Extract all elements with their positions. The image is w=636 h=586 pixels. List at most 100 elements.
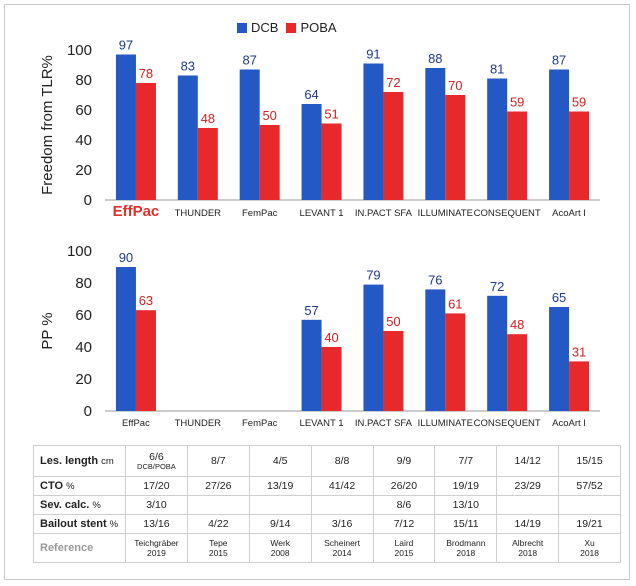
table-row-reference: Reference Teichgräber 2019 Tepe 2015 Werk 2008…	[33, 533, 621, 563]
table-cell: 57/52	[558, 476, 621, 496]
cell-value: 9/9	[396, 455, 412, 467]
bar-dcb	[115, 267, 136, 411]
table-cell: 26/20	[372, 476, 436, 496]
y-tick-label: 60	[75, 102, 92, 119]
y-axis-title: PP %	[39, 312, 56, 349]
y-tick-label: 80	[75, 275, 92, 292]
legend-swatch-poba	[286, 22, 297, 33]
cell-value: 8/8	[334, 455, 350, 467]
table-cell: 4/22	[186, 514, 250, 534]
legend-item-poba: POBA	[286, 20, 337, 35]
row-label-text: Les. length	[40, 455, 102, 467]
data-label-dcb: 87	[552, 53, 566, 68]
legend-swatch-dcb	[237, 22, 247, 33]
reference-cell: Laird 2015	[372, 533, 436, 563]
reference-year: 2018	[518, 548, 538, 558]
category-label: FemPac	[242, 208, 278, 219]
data-label-dcb: 65	[552, 290, 566, 305]
reference-author: Xu	[584, 538, 595, 548]
reference-cell: Brodmann 2018	[434, 533, 498, 563]
data-label-dcb: 97	[119, 38, 133, 53]
cell-value: 4/22	[208, 518, 229, 530]
reference-year: 2018	[580, 548, 600, 558]
bar-dcb	[425, 68, 446, 200]
table-cell	[248, 495, 312, 515]
table-cell: 8/8	[310, 445, 374, 477]
category-label: CONSEQUENT	[474, 208, 541, 219]
y-tick-label: 100	[67, 243, 92, 260]
bar-poba	[569, 111, 590, 200]
cell-value: 4/5	[272, 455, 288, 467]
data-label-poba: 31	[572, 344, 586, 359]
table-cell: 3/16	[310, 514, 374, 534]
bar-dcb	[425, 289, 446, 411]
reference-author: Laird	[394, 538, 414, 548]
bar-dcb	[239, 69, 260, 200]
category-label: ILLUMINATE	[418, 208, 473, 219]
cell-value: 19/19	[452, 480, 479, 492]
legend: DCB POBA	[237, 20, 337, 35]
cell-value: 13/19	[267, 480, 294, 492]
row-label: Les. length cm	[33, 445, 126, 477]
table-cell: 27/26	[186, 476, 250, 496]
y-tick-label: 0	[84, 403, 92, 420]
row-label: Reference	[33, 533, 126, 563]
reference-author: Werk	[270, 538, 291, 548]
reference-cell: Xu 2018	[558, 533, 621, 563]
y-tick-label: 40	[75, 132, 92, 149]
cell-value: 19/21	[576, 518, 603, 530]
table-cell	[310, 495, 374, 515]
row-label-unit: %	[66, 481, 75, 492]
row-label-unit: %	[109, 519, 119, 530]
category-label: CONSEQUENT	[474, 418, 541, 429]
y-tick-label: 60	[75, 307, 92, 324]
bar-dcb	[363, 284, 384, 411]
reference-cell: Teichgräber 2019	[125, 533, 188, 563]
row-label-unit: %	[92, 500, 101, 511]
cell-value: 57/52	[576, 480, 603, 492]
bar-poba	[445, 313, 466, 411]
category-label: IN.PACT SFA	[355, 418, 413, 429]
table-cell: 13/10	[434, 495, 498, 515]
table-cell: 15/15	[558, 445, 621, 477]
table-cell: 3/10	[125, 495, 188, 515]
bar-dcb	[115, 54, 136, 200]
cell-value: 17/20	[143, 480, 170, 492]
table-cell: 19/19	[434, 476, 498, 496]
reference-cell: Werk 2008	[248, 533, 312, 563]
data-label-dcb: 83	[181, 59, 195, 74]
reference-author: Albrecht	[512, 538, 544, 548]
bar-poba	[135, 310, 156, 411]
data-label-poba: 78	[139, 66, 153, 81]
cell-value: 13/10	[452, 499, 479, 511]
table-cell: 8/7	[186, 445, 250, 477]
category-label: LEVANT 1	[300, 418, 344, 429]
bar-dcb	[487, 78, 508, 200]
category-label: ILLUMINATE	[418, 418, 473, 429]
bar-dcb	[363, 63, 384, 200]
data-label-dcb: 90	[119, 250, 133, 265]
table-row: Bailout stent % 13/16 4/22 9/14 3/16 7/12 15/1…	[33, 514, 621, 534]
table-cell: 9/9	[372, 445, 436, 477]
bar-dcb	[177, 75, 198, 200]
study-table: Les. length cm 6/6 DCB/POBA 8/7 4/5 8/8 9/9 7/7…	[33, 445, 621, 563]
bar-poba	[383, 92, 404, 200]
table-cell: 13/16	[125, 514, 188, 534]
row-label: Bailout stent %	[33, 514, 126, 534]
reference-year: 2008	[270, 548, 290, 558]
row-label: Sev. calc. %	[33, 495, 126, 515]
bar-poba	[259, 125, 280, 200]
bar-poba	[135, 83, 156, 200]
bar-poba	[197, 128, 218, 200]
cell-value: 3/10	[146, 499, 167, 511]
category-label: EffPac	[113, 203, 160, 220]
table-cell: 14/19	[496, 514, 560, 534]
y-tick-label: 20	[75, 162, 92, 179]
cell-value: 7/12	[393, 518, 415, 530]
category-label: EffPac	[122, 418, 150, 429]
table-cell: 13/19	[248, 476, 312, 496]
y-axis-title: Freedom from TLR%	[39, 55, 56, 195]
cell-value: 41/42	[328, 480, 356, 492]
y-tick-label: 20	[75, 371, 92, 388]
bar-poba	[321, 123, 342, 200]
